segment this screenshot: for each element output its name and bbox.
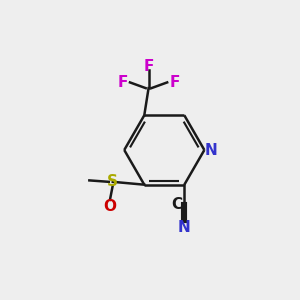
Text: N: N	[178, 220, 191, 235]
Text: N: N	[204, 142, 217, 158]
Text: F: F	[118, 75, 128, 90]
Text: C: C	[172, 197, 183, 212]
Text: O: O	[103, 199, 116, 214]
Text: S: S	[107, 174, 118, 189]
Text: F: F	[169, 75, 179, 90]
Text: F: F	[143, 59, 154, 74]
